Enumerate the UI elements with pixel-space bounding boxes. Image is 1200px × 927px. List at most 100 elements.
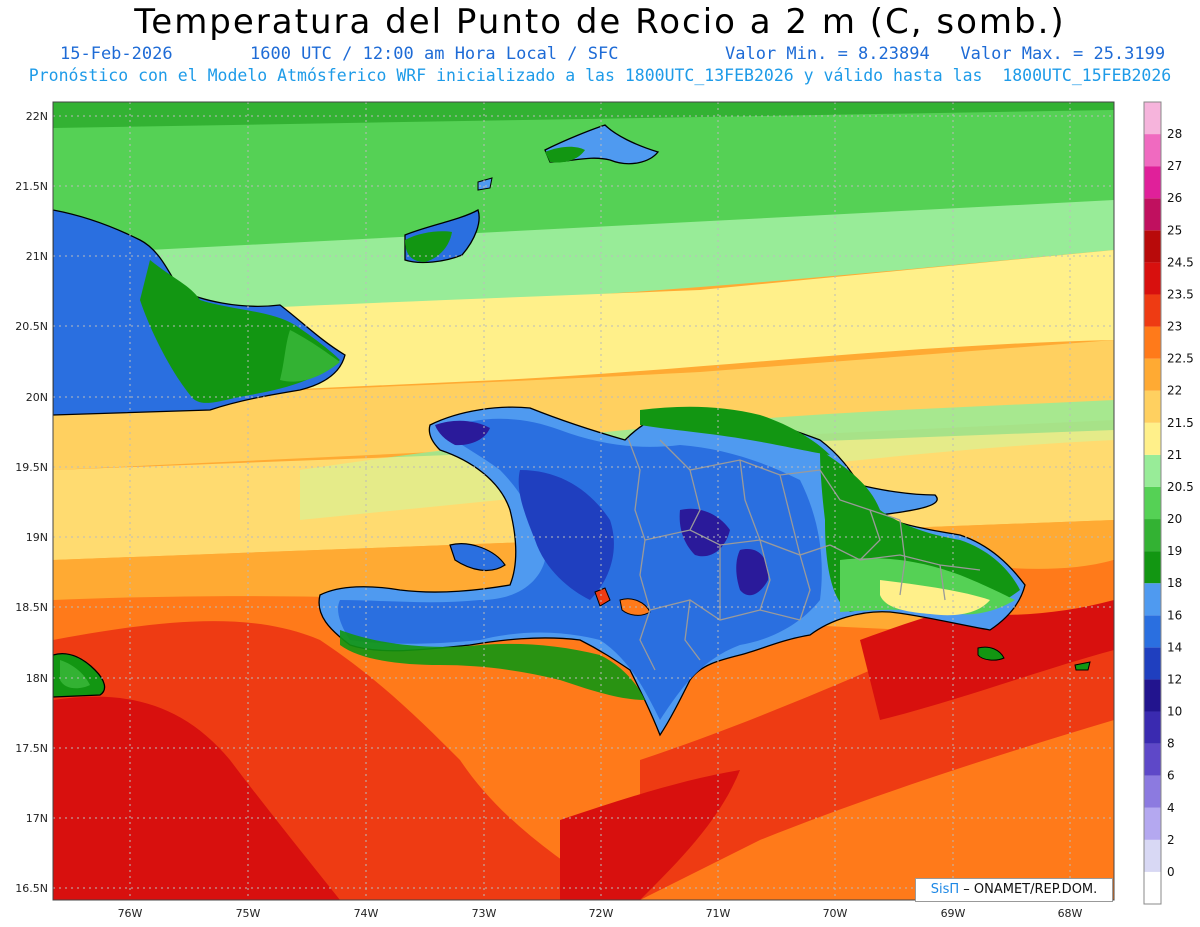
colorbar-swatch (1144, 422, 1161, 455)
credit-text: – ONAMET/REP.DOM. (959, 882, 1098, 897)
colorbar-label: 2 (1167, 833, 1175, 847)
colorbar-swatch (1144, 839, 1161, 872)
colorbar-label: 18 (1167, 576, 1182, 590)
lat-label: 19N (26, 531, 48, 544)
colorbar-swatch (1144, 807, 1161, 840)
lat-label: 22N (26, 110, 48, 123)
saona-island (977, 646, 1005, 661)
colorbar-swatch (1144, 230, 1161, 263)
colorbar-swatch (1144, 198, 1161, 231)
lake-azuei (594, 587, 611, 607)
colorbar-swatch (1144, 679, 1161, 712)
colorbar-label: 8 (1167, 737, 1175, 751)
band-light-green (53, 110, 1114, 260)
lat-label: 18N (26, 672, 48, 685)
east-yellow (880, 580, 990, 616)
lat-label: 19.5N (15, 461, 48, 474)
south-coast-green (340, 630, 645, 700)
colorbar-label: 23.5 (1167, 287, 1194, 301)
lat-label: 17.5N (15, 742, 48, 755)
band-dark-red-sw (53, 696, 340, 900)
lon-label: 76W (118, 907, 143, 920)
colorbar-swatch (1144, 711, 1161, 744)
colorbar-label: 4 (1167, 801, 1175, 815)
colorbar-swatch (1144, 262, 1161, 295)
colorbar-label: 0 (1167, 865, 1175, 879)
gonave-island (449, 543, 506, 572)
map-title: Temperatura del Punto de Rocio a 2 m (C,… (134, 2, 1066, 42)
colorbar-label: 14 (1167, 640, 1182, 654)
colorbar-label: 19 (1167, 544, 1182, 558)
latitude-labels: 22N 21.5N 21N 20.5N 20N 19.5N 19N 18.5N … (15, 110, 48, 895)
colorbar-swatch (1144, 519, 1161, 552)
colorbar-label: 24.5 (1167, 255, 1194, 269)
colorbar-label: 12 (1167, 672, 1182, 686)
band-dark-red-s (560, 770, 740, 900)
colorbar-swatch (1144, 326, 1161, 359)
colorbar-swatch (1144, 486, 1161, 520)
lat-label: 17N (26, 812, 48, 825)
lon-label: 74W (354, 907, 379, 920)
lat-label: 16.5N (15, 882, 48, 895)
map-frame (52, 101, 1115, 901)
caicos-green (545, 146, 585, 163)
colorbar-label: 16 (1167, 608, 1182, 622)
colorbar-swatch (1144, 390, 1161, 423)
colorbar-label: 21.5 (1167, 416, 1194, 430)
colorbar-label: 20.5 (1167, 480, 1194, 494)
colorbar-label: 23 (1167, 320, 1182, 334)
colorbar-label: 21 (1167, 448, 1182, 462)
lat-label: 20N (26, 391, 48, 404)
colorbar-label: 6 (1167, 769, 1175, 783)
colorbar-label: 10 (1167, 705, 1182, 719)
map-field (53, 102, 1114, 900)
colorbar-swatch (1144, 102, 1161, 135)
north-coast-green (640, 406, 830, 455)
colorbar-swatch (1144, 551, 1161, 584)
colorbar-label: 28 (1167, 127, 1182, 141)
lon-label: 73W (472, 907, 497, 920)
graticule (53, 102, 1114, 900)
colorbar-swatch (1144, 358, 1161, 391)
color-scale-legend: 0 2 4 6 8 10 12 14 16 18 19 20 20.5 21 21.5 22 22.5 23 23.… (1143, 101, 1194, 905)
colorbar-swatch (1144, 615, 1161, 648)
colorbar-label: 22 (1167, 384, 1182, 398)
colorbar-swatch (1144, 743, 1161, 776)
colorbar-label: 25 (1167, 223, 1182, 237)
lon-label: 70W (823, 907, 848, 920)
credit-brand: SisΠ (930, 882, 960, 897)
band-light-orange-north (53, 340, 1114, 470)
forecast-date: 15-Feb-2026 (60, 44, 173, 64)
colorbar-swatch (1144, 775, 1161, 808)
colorbar-swatch (1144, 134, 1161, 167)
band-pale-green (53, 200, 1114, 320)
lon-label: 71W (706, 907, 731, 920)
central-purple-2 (736, 549, 769, 596)
colorbar-swatch (1144, 583, 1161, 616)
great-inagua-green (405, 231, 452, 262)
colorbar-label: 22.5 (1167, 352, 1194, 366)
longitude-labels: 76W 75W 74W 73W 72W 71W 70W 69W 68W (118, 907, 1083, 920)
colorbar-swatch (1144, 166, 1161, 199)
lon-label: 69W (941, 907, 966, 920)
colorbar-swatch (1144, 454, 1161, 487)
province-borders (627, 437, 981, 671)
model-description: Pronóstico con el Modelo Atmósferico WRF… (28, 66, 1172, 85)
colorbar-swatch (1144, 294, 1161, 327)
colorbar-label: 27 (1167, 159, 1182, 173)
colorbar-label: 26 (1167, 191, 1182, 205)
lat-label: 20.5N (15, 320, 48, 333)
lon-label: 68W (1058, 907, 1083, 920)
colorbar-frame (1143, 101, 1162, 905)
jamaica-light (60, 660, 90, 689)
lon-label: 75W (236, 907, 261, 920)
min-max-values: Valor Min. = 8.23894 Valor Max. = 25.319… (725, 44, 1166, 64)
colorbar-swatch (1144, 871, 1161, 904)
lat-label: 18.5N (15, 601, 48, 614)
forecast-time: 1600 UTC / 12:00 am Hora Local / SFC (250, 44, 619, 64)
island-small-1 (477, 177, 493, 191)
lon-label: 72W (589, 907, 614, 920)
mona-island (1074, 661, 1091, 671)
haiti-deep-blue (518, 470, 614, 600)
